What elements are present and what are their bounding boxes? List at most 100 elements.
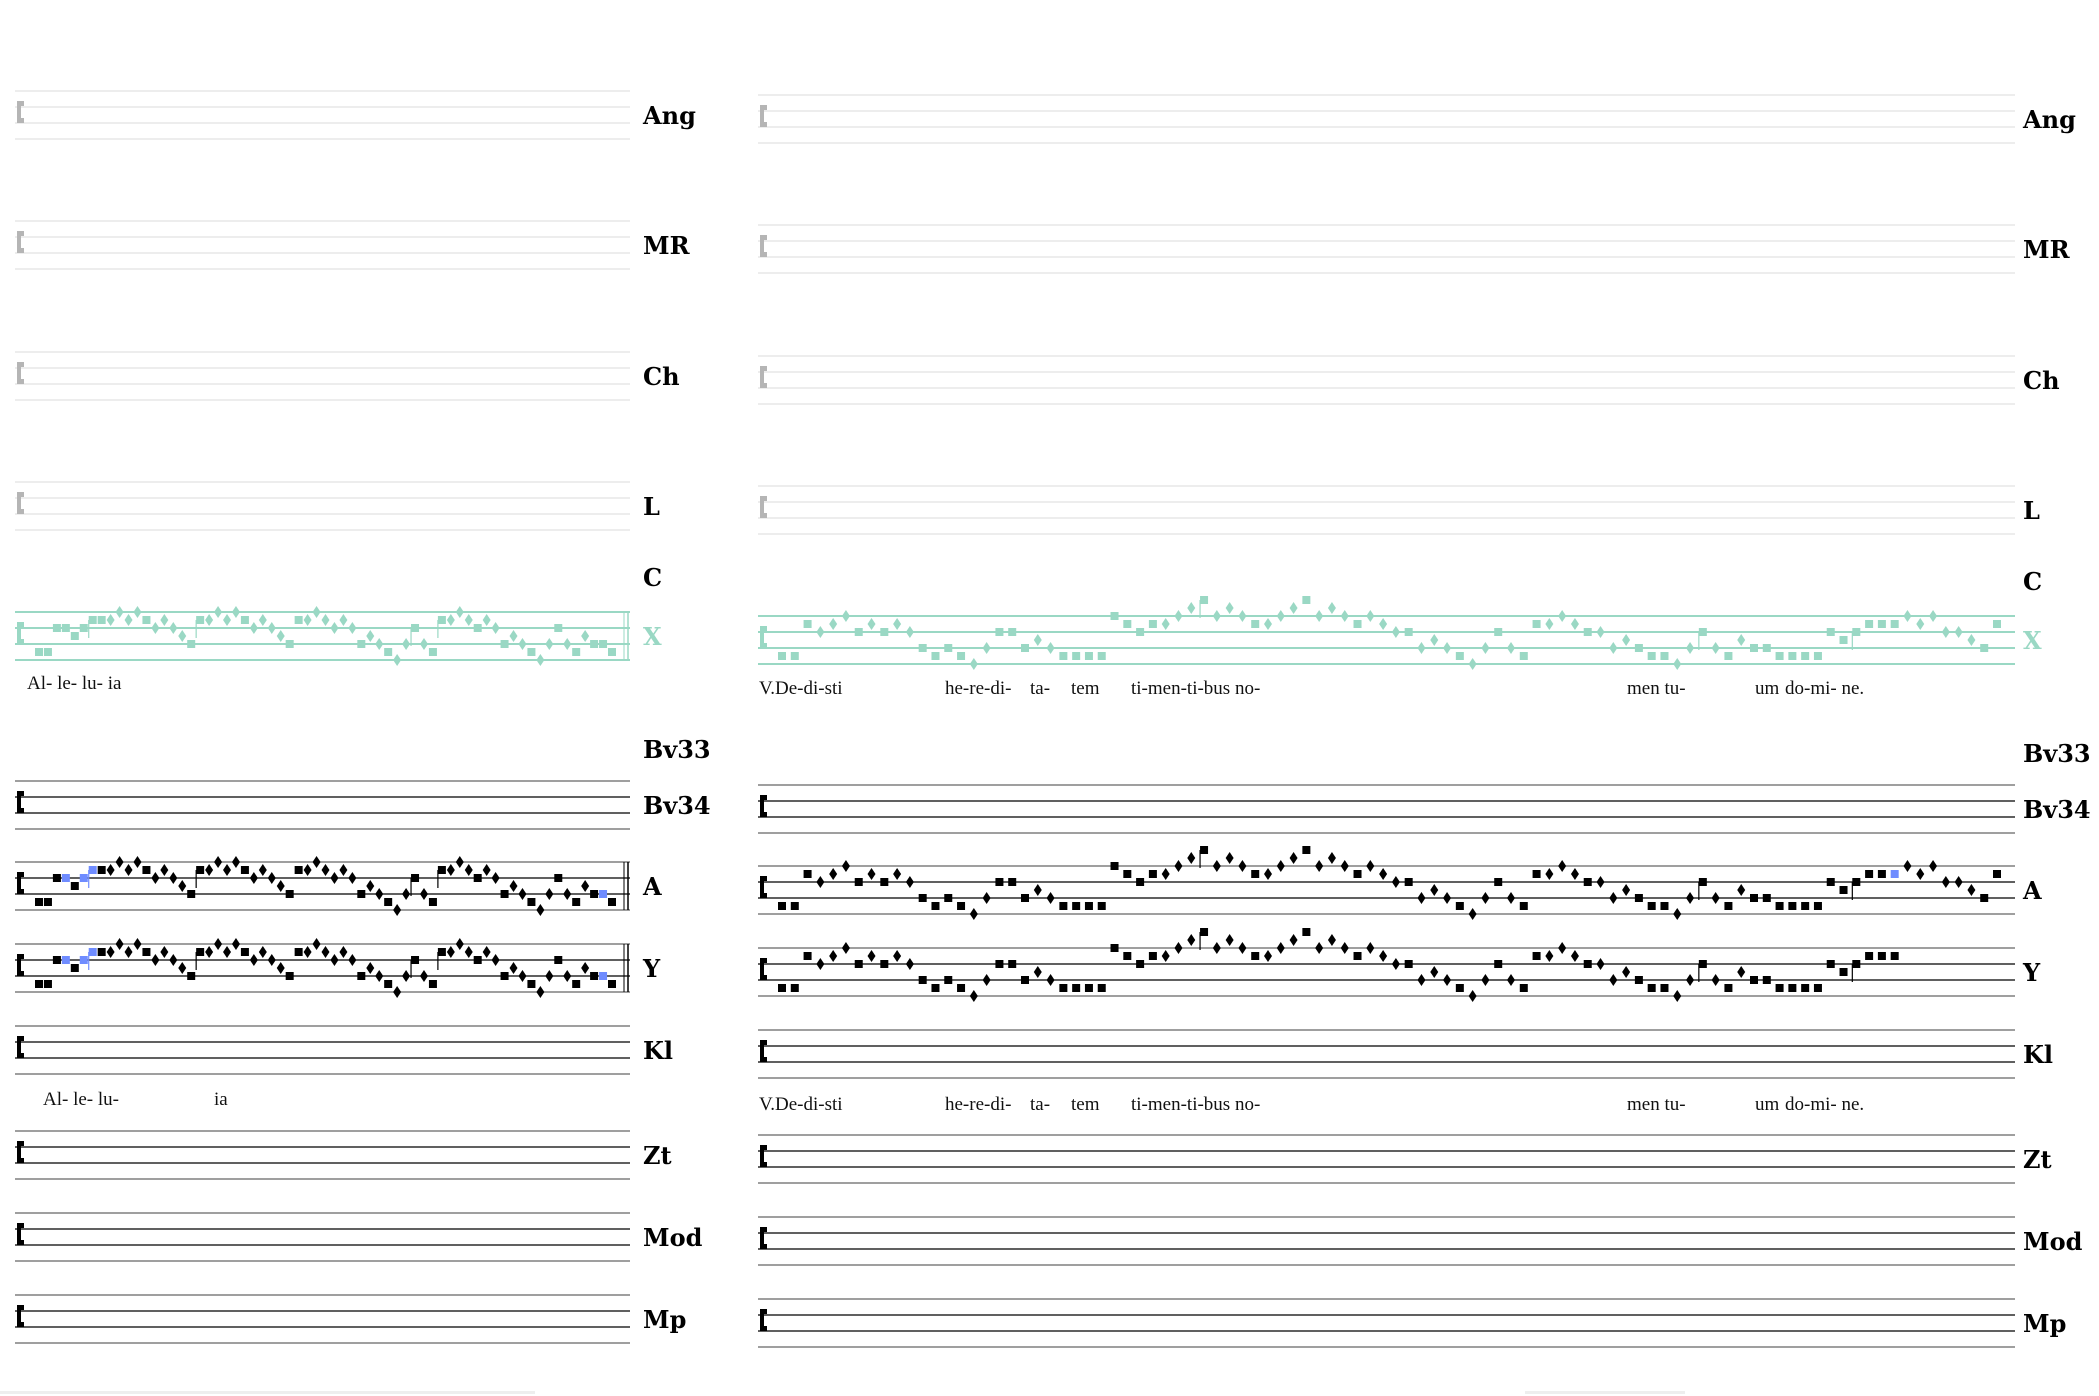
neume-punctum — [285, 640, 294, 648]
neume-punctum — [500, 640, 509, 648]
neume-punctum — [1008, 960, 1017, 968]
c-clef-icon — [17, 622, 24, 644]
neume-rhombus — [893, 868, 902, 880]
neume-rhombus — [178, 630, 187, 642]
neume-rhombus — [1622, 634, 1631, 646]
staff-kl — [15, 1025, 630, 1075]
staff-label-c: C — [2023, 567, 2043, 596]
neume-punctum — [1826, 960, 1835, 968]
neume-punctum — [854, 960, 863, 968]
neume-rhombus — [375, 970, 384, 982]
neume-rhombus — [905, 626, 914, 638]
neume-rhombus — [1391, 876, 1400, 888]
neume-punctum — [97, 866, 106, 874]
neume-punctum — [52, 956, 61, 964]
neume-punctum — [995, 878, 1004, 886]
neume-rhombus — [366, 880, 375, 892]
neume-rhombus — [330, 622, 339, 634]
c-clef-icon — [760, 1227, 767, 1249]
neume-punctum — [854, 628, 863, 636]
neume-rhombus — [867, 868, 876, 880]
staff-label-l: L — [2023, 496, 2040, 525]
neume-punctum — [1021, 644, 1029, 652]
neume-punctum — [1839, 636, 1848, 644]
neume-punctum — [1801, 902, 1810, 910]
scrollbar-left[interactable] — [0, 1391, 535, 1394]
neume-rhombus — [1686, 974, 1695, 986]
neume-rhombus — [1570, 868, 1579, 880]
neume-rhombus — [491, 954, 500, 966]
neume-rhombus — [816, 626, 825, 638]
neume-punctum — [778, 902, 786, 910]
neume-rhombus — [1276, 942, 1285, 954]
neume-rhombus — [151, 872, 160, 884]
staff-label-a: A — [643, 872, 662, 901]
neume-rhombus — [446, 864, 455, 876]
neume-rhombus — [339, 864, 348, 876]
neume-punctum — [854, 878, 863, 886]
neume-rhombus — [536, 986, 545, 998]
neume-punctum — [411, 874, 420, 882]
neume-punctum — [1660, 984, 1669, 992]
neume-punctum — [1072, 984, 1081, 992]
neume-punctum — [1698, 628, 1707, 636]
neume-rhombus — [1609, 974, 1618, 986]
staff-y — [758, 928, 2015, 1002]
neume-punctum — [357, 890, 366, 898]
neume-punctum — [1136, 960, 1145, 968]
neume-rhombus — [1596, 876, 1605, 888]
neume-punctum — [1877, 952, 1886, 960]
scrollbar-right[interactable] — [1525, 1391, 1685, 1394]
c-clef-icon — [17, 791, 24, 813]
neume-rhombus — [1941, 626, 1950, 638]
staff-label-bv34: Bv34 — [643, 791, 711, 820]
neume-punctum — [1813, 984, 1822, 992]
neume-rhombus — [905, 958, 914, 970]
neume-rhombus — [829, 868, 838, 880]
neume-rhombus — [1366, 860, 1375, 872]
neume-punctum — [1148, 870, 1157, 878]
neume-punctum — [1404, 628, 1413, 636]
neume-punctum — [473, 874, 482, 882]
neume-rhombus — [214, 938, 223, 950]
neume-rhombus — [1570, 950, 1579, 962]
neume-punctum — [1762, 976, 1771, 984]
neume-punctum — [1200, 596, 1209, 604]
neume-rhombus — [1225, 602, 1234, 614]
neume-punctum — [1993, 620, 2001, 628]
neume-rhombus — [545, 888, 554, 900]
lyric-syllables: do-mi- ne. — [1785, 678, 1865, 699]
neume-rhombus — [223, 946, 232, 958]
neume-rhombus — [1737, 966, 1746, 978]
lyric-syllables: ia — [214, 1089, 228, 1110]
neume-rhombus — [1340, 610, 1349, 622]
neume-rhombus — [1238, 942, 1247, 954]
staff-label-x: X — [2023, 626, 2042, 655]
neume-punctum — [1302, 928, 1311, 936]
neume-rhombus — [545, 970, 554, 982]
staff-ch — [15, 351, 630, 401]
c-clef-icon — [17, 954, 24, 976]
neume-rhombus — [160, 864, 169, 876]
neume-rhombus — [1366, 942, 1375, 954]
neume-punctum — [1647, 652, 1656, 660]
neume-rhombus — [1327, 602, 1336, 614]
neume-rhombus — [276, 630, 285, 642]
c-clef-icon — [760, 626, 767, 648]
neume-rhombus — [1622, 966, 1631, 978]
neume-rhombus — [1468, 658, 1477, 670]
neume-rhombus — [1596, 626, 1605, 638]
neume-punctum — [1353, 620, 1362, 628]
neume-punctum — [1890, 952, 1899, 960]
lyric-syllables: he-re-di- — [945, 678, 1012, 699]
neume-punctum — [1008, 878, 1017, 886]
neume-punctum — [1110, 612, 1119, 620]
neume-punctum — [590, 890, 599, 898]
staff-mp — [758, 1298, 2015, 1348]
staff-mr — [15, 220, 630, 270]
neume-punctum — [428, 648, 437, 656]
neume-rhombus — [258, 864, 267, 876]
neume-rhombus — [330, 954, 339, 966]
neume-rhombus — [1033, 634, 1042, 646]
neume-punctum — [35, 648, 43, 656]
